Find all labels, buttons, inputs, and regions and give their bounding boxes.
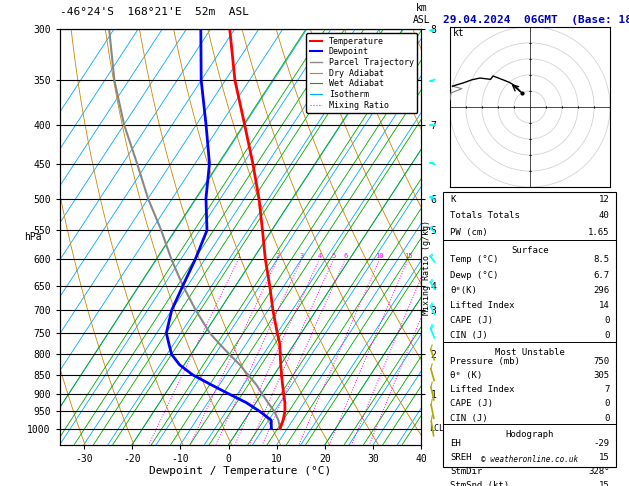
Text: 1: 1 [237, 253, 241, 259]
Text: Lifted Index: Lifted Index [450, 385, 515, 394]
Text: kt: kt [453, 28, 465, 38]
Text: 7: 7 [604, 385, 610, 394]
Text: hPa: hPa [24, 232, 42, 242]
Text: Hodograph: Hodograph [506, 430, 554, 439]
Text: 0: 0 [604, 399, 610, 408]
Text: 6: 6 [343, 253, 348, 259]
Text: -29: -29 [593, 439, 610, 448]
Text: 5: 5 [331, 253, 336, 259]
Text: Totals Totals: Totals Totals [450, 211, 520, 221]
Text: EH: EH [450, 439, 461, 448]
Text: PW (cm): PW (cm) [450, 227, 488, 237]
Text: Lifted Index: Lifted Index [450, 301, 515, 310]
Text: 6.7: 6.7 [593, 271, 610, 279]
Text: 40: 40 [599, 211, 610, 221]
Text: Pressure (mb): Pressure (mb) [450, 357, 520, 365]
Text: Temp (°C): Temp (°C) [450, 256, 499, 264]
Text: 0: 0 [604, 331, 610, 340]
Text: 15: 15 [599, 453, 610, 462]
Text: StmSpd (kt): StmSpd (kt) [450, 481, 509, 486]
Text: 15: 15 [404, 253, 413, 259]
Text: 1.65: 1.65 [588, 227, 610, 237]
Text: 29.04.2024  06GMT  (Base: 18): 29.04.2024 06GMT (Base: 18) [443, 15, 629, 25]
Text: 8.5: 8.5 [593, 256, 610, 264]
Text: 2: 2 [276, 253, 280, 259]
Text: CAPE (J): CAPE (J) [450, 399, 493, 408]
Text: StmDir: StmDir [450, 467, 482, 476]
Text: CIN (J): CIN (J) [450, 331, 488, 340]
Text: 4: 4 [318, 253, 321, 259]
Text: θᵉ(K): θᵉ(K) [450, 286, 477, 295]
Text: 0: 0 [604, 414, 610, 423]
Text: Dewp (°C): Dewp (°C) [450, 271, 499, 279]
X-axis label: Dewpoint / Temperature (°C): Dewpoint / Temperature (°C) [150, 467, 331, 476]
Text: 0: 0 [604, 316, 610, 325]
Text: Surface: Surface [511, 246, 548, 255]
Text: θᵉ (K): θᵉ (K) [450, 371, 482, 380]
Text: -46°24'S  168°21'E  52m  ASL: -46°24'S 168°21'E 52m ASL [60, 7, 248, 17]
Text: CAPE (J): CAPE (J) [450, 316, 493, 325]
Text: Mixing Ratio (g/kg): Mixing Ratio (g/kg) [422, 220, 431, 315]
Text: 15: 15 [599, 481, 610, 486]
Text: Most Unstable: Most Unstable [495, 347, 565, 357]
Text: 14: 14 [599, 301, 610, 310]
Text: 12: 12 [599, 195, 610, 205]
Text: © weatheronline.co.uk: © weatheronline.co.uk [481, 455, 579, 464]
Text: LCL: LCL [429, 424, 443, 433]
Text: 10: 10 [376, 253, 384, 259]
Text: CIN (J): CIN (J) [450, 414, 488, 423]
Text: 305: 305 [593, 371, 610, 380]
Text: SREH: SREH [450, 453, 472, 462]
Legend: Temperature, Dewpoint, Parcel Trajectory, Dry Adiabat, Wet Adiabat, Isotherm, Mi: Temperature, Dewpoint, Parcel Trajectory… [306, 34, 417, 113]
Text: 750: 750 [593, 357, 610, 365]
Text: 3: 3 [299, 253, 304, 259]
Text: km
ASL: km ASL [413, 3, 430, 25]
Text: 328°: 328° [588, 467, 610, 476]
Text: 296: 296 [593, 286, 610, 295]
Text: K: K [450, 195, 456, 205]
